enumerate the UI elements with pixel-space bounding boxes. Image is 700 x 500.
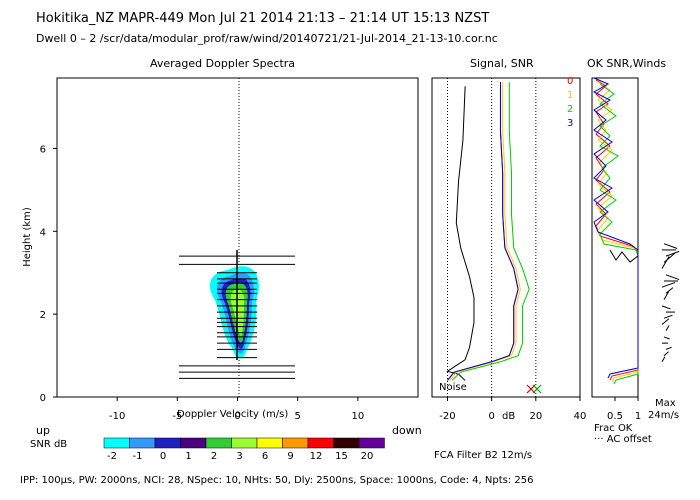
snr-series-line — [449, 82, 521, 381]
chart-subtitle: Dwell 0 – 2 /scr/data/modular_prof/raw/w… — [36, 32, 498, 45]
spectra-title: Averaged Doppler Spectra — [150, 57, 296, 70]
colorbar-swatch — [282, 437, 309, 449]
wind-barb — [663, 291, 669, 300]
snr-gridlines — [446, 78, 537, 397]
colorbar-swatch — [333, 437, 360, 449]
snr-x-label: dB — [502, 411, 516, 422]
colorbar-level: -2 — [107, 451, 117, 462]
wind-barb — [661, 356, 666, 363]
noise-label: Noise — [439, 382, 467, 393]
colorbar-level: 6 — [262, 451, 268, 462]
colorbar-swatch — [307, 437, 334, 449]
wind-barb — [661, 281, 676, 288]
snr-series-line — [446, 86, 475, 381]
wind-barbs — [661, 243, 680, 363]
y-tick-label: 6 — [40, 144, 46, 155]
frac-ok-label: Frac OK — [594, 423, 633, 434]
snr-x-tick-label: 40 — [574, 411, 587, 422]
colorbar-swatch — [129, 437, 156, 449]
snr-series-line — [451, 82, 530, 381]
fca-filter: FCA Filter B2 12m/s — [434, 450, 533, 461]
colorbar-level: 2 — [211, 451, 217, 462]
colorbar-swatch — [256, 437, 283, 449]
chart-title: Hokitika_NZ MAPR-449 Mon Jul 21 2014 21:… — [36, 11, 490, 26]
ok-legend-item: 0 — [567, 76, 573, 87]
x-axis-label: Doppler Velocity (m/s) — [177, 409, 289, 420]
ac-offset-label: ··· AC offset — [594, 434, 652, 445]
colorbar-swatch — [180, 437, 207, 449]
snr-series-line — [447, 82, 519, 381]
colorbar-swatch — [154, 437, 181, 449]
spectra-lines — [179, 255, 295, 379]
wind-barb — [663, 252, 676, 263]
colorbar-level: 1 — [185, 451, 191, 462]
ok-x-tick-label: 0.5 — [607, 411, 623, 422]
ok-title: OK SNR,Winds — [587, 57, 667, 70]
y-tick-label: 0 — [40, 393, 46, 404]
colorbar-level: 12 — [310, 451, 323, 462]
spectra-y-ticks: 0 2 4 6 — [40, 144, 57, 404]
wind-barb — [661, 256, 670, 269]
y-tick-label: 4 — [40, 227, 46, 238]
ok-legend-item: 1 — [567, 90, 573, 101]
colorbar-swatch — [103, 437, 130, 449]
y-axis-label: Height (km) — [22, 207, 33, 267]
wind-barb — [665, 250, 680, 257]
ok-x-ticks: 0.5 1 — [607, 397, 641, 422]
ok-x-tick-label: 1 — [635, 411, 641, 422]
noise-markers — [526, 384, 542, 394]
wind-barb — [661, 318, 670, 325]
max-label: Max — [655, 398, 676, 409]
wind-barb — [665, 274, 680, 281]
snr-x-tick-label: 0 — [488, 411, 494, 422]
footer-params: IPP: 100μs, PW: 2000ns, NCI: 28, NSpec: … — [20, 475, 534, 486]
x-tick-label: 10 — [351, 411, 364, 422]
colorbar: -2 -1 0 1 2 3 6 9 12 15 20 — [103, 437, 385, 462]
y-tick-label: 2 — [40, 310, 46, 321]
colorbar-level: 15 — [335, 451, 348, 462]
x-tick-label: -10 — [109, 411, 125, 422]
x-tick-label: -5 — [172, 411, 182, 422]
snr-series — [446, 82, 530, 381]
colorbar-level: 9 — [287, 451, 293, 462]
colorbar-swatch — [205, 437, 232, 449]
ok-legend-item: 2 — [567, 104, 573, 115]
snr-frame — [431, 77, 581, 398]
max-value: 24m/s — [648, 410, 680, 421]
wind-barb — [665, 287, 674, 294]
spectra-x-ticks: -10 -5 0 5 10 — [109, 397, 364, 422]
wind-barb — [663, 243, 678, 249]
colorbar-swatch — [231, 437, 258, 449]
x-tick-label: 0 — [234, 411, 240, 422]
colorbar-level: 20 — [361, 451, 374, 462]
x-tick-label: 5 — [294, 411, 300, 422]
colorbar-level: -1 — [133, 451, 143, 462]
wind-barb — [661, 305, 671, 310]
colorbar-level: 0 — [160, 451, 166, 462]
ok-legend: 0 1 2 3 — [567, 76, 573, 129]
colorbar-level: 3 — [236, 451, 242, 462]
down-note: down — [392, 424, 422, 437]
ok-legend-item: 3 — [567, 118, 573, 129]
wind-barb — [663, 314, 673, 319]
ok-series — [592, 77, 639, 385]
wind-barb — [663, 351, 669, 356]
colorbar-label: SNR dB — [30, 439, 68, 450]
up-note: up — [36, 424, 50, 437]
snr-x-tick-label: 20 — [529, 411, 542, 422]
colorbar-swatch — [358, 437, 385, 449]
wind-barb — [665, 346, 672, 350]
snr-x-tick-label: -20 — [439, 411, 455, 422]
wind-barb — [663, 336, 670, 340]
wind-barb — [665, 325, 670, 331]
snr-title: Signal, SNR — [470, 57, 534, 70]
snr-x-ticks: -20 0 20 40 — [439, 397, 586, 422]
